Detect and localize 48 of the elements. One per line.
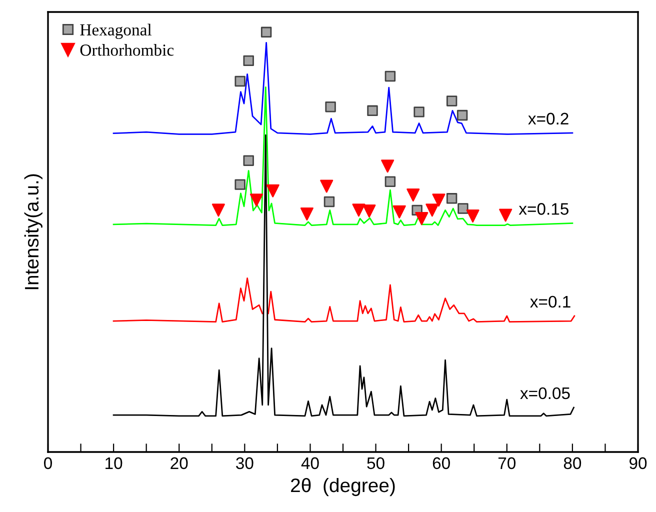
series-label: x=0.15 xyxy=(518,203,568,215)
point xyxy=(234,76,246,87)
point xyxy=(456,110,468,121)
point xyxy=(243,155,254,166)
point xyxy=(260,26,272,38)
series-label: x=0.1 xyxy=(530,296,570,308)
point xyxy=(446,96,458,106)
point xyxy=(432,194,446,207)
point xyxy=(324,196,335,208)
series-label: x=0.05 xyxy=(520,387,570,400)
point xyxy=(250,194,263,207)
point xyxy=(367,105,378,116)
point xyxy=(266,184,280,198)
point xyxy=(406,188,420,202)
point xyxy=(381,160,394,173)
point xyxy=(446,193,458,204)
legend-label: Hexagonal xyxy=(80,24,152,39)
x-tick-label: 20 xyxy=(170,457,188,470)
x-tick-label: 90 xyxy=(630,457,647,470)
legend-label: Orthorhombic xyxy=(80,44,174,56)
x-tick-label: 30 xyxy=(236,457,254,470)
point xyxy=(212,204,225,217)
point xyxy=(384,70,396,82)
point xyxy=(499,208,512,222)
point xyxy=(243,55,254,66)
point xyxy=(426,204,439,217)
point xyxy=(352,204,366,217)
point xyxy=(362,204,376,218)
x-tick-label: 60 xyxy=(432,457,450,470)
point xyxy=(466,210,480,223)
x-axis-title: 2θ (degree) xyxy=(291,478,395,496)
point xyxy=(415,212,428,226)
x-tick-label: 10 xyxy=(106,457,122,470)
x-tick-label: 70 xyxy=(498,457,516,470)
x-tick-label: 80 xyxy=(564,457,582,470)
point xyxy=(414,106,424,118)
point xyxy=(234,179,246,190)
point xyxy=(384,176,396,187)
x-tick-label: 50 xyxy=(367,457,384,470)
series-label: x=0.2 xyxy=(528,112,568,125)
x-tick-label: 40 xyxy=(301,457,319,470)
point xyxy=(325,102,336,112)
point xyxy=(392,205,406,218)
point xyxy=(300,207,314,220)
x-tick-label: 0 xyxy=(44,457,52,470)
point xyxy=(320,180,334,193)
y-axis-title: Intensity(a.u.) xyxy=(24,174,42,290)
point xyxy=(458,203,468,214)
